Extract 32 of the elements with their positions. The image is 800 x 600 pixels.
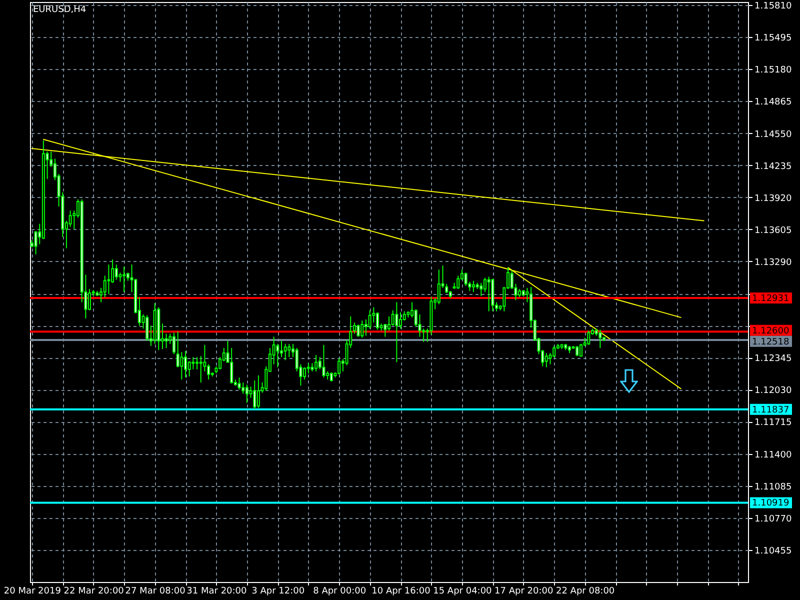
x-tick-label: 8 Apr 00:00 <box>313 586 366 596</box>
x-tick-label: 20 Mar 2019 <box>4 586 62 596</box>
y-tick-label: 1.14235 <box>754 162 792 172</box>
y-tick-label: 1.15180 <box>754 66 792 76</box>
y-tick-label: 1.11715 <box>754 418 792 428</box>
x-tick-label: 22 Apr 08:00 <box>556 586 615 596</box>
y-tick-label: 1.13605 <box>754 226 792 236</box>
x-tick-label: 22 Mar 20:00 <box>64 586 124 596</box>
ref-line-label: 1.12931 <box>752 294 790 304</box>
y-tick-label: 1.15810 <box>754 2 792 12</box>
y-tick-label: 1.11085 <box>754 482 792 492</box>
ref-line-label: 1.12600 <box>752 326 790 336</box>
y-tick-label: 1.13920 <box>754 194 792 204</box>
y-tick-label: 1.10770 <box>754 514 792 524</box>
ref-line-label: 1.11837 <box>752 405 790 416</box>
y-tick-label: 1.12345 <box>754 354 792 364</box>
y-tick-label: 1.10455 <box>754 546 792 556</box>
y-tick-label: 1.14865 <box>754 98 792 108</box>
x-tick-label: 3 Apr 12:00 <box>252 586 305 596</box>
y-tick-label: 1.13290 <box>754 258 792 268</box>
ref-line-label: 1.10919 <box>752 498 790 509</box>
ref-line-label: 1.12518 <box>752 337 790 348</box>
x-tick-label: 15 Apr 04:00 <box>433 586 492 596</box>
y-tick-label: 1.11400 <box>754 450 792 460</box>
x-tick-label: 10 Apr 16:00 <box>372 586 431 596</box>
x-tick-label: 17 Apr 20:00 <box>494 586 554 596</box>
y-tick-label: 1.12030 <box>754 386 792 396</box>
y-tick-label: 1.15495 <box>754 34 792 44</box>
y-tick-label: 1.14550 <box>754 130 792 140</box>
chart-title: EURUSD,H4 <box>33 5 86 15</box>
x-tick-label: 31 Mar 20:00 <box>186 586 248 596</box>
x-tick-label: 27 Mar 08:00 <box>125 586 186 596</box>
